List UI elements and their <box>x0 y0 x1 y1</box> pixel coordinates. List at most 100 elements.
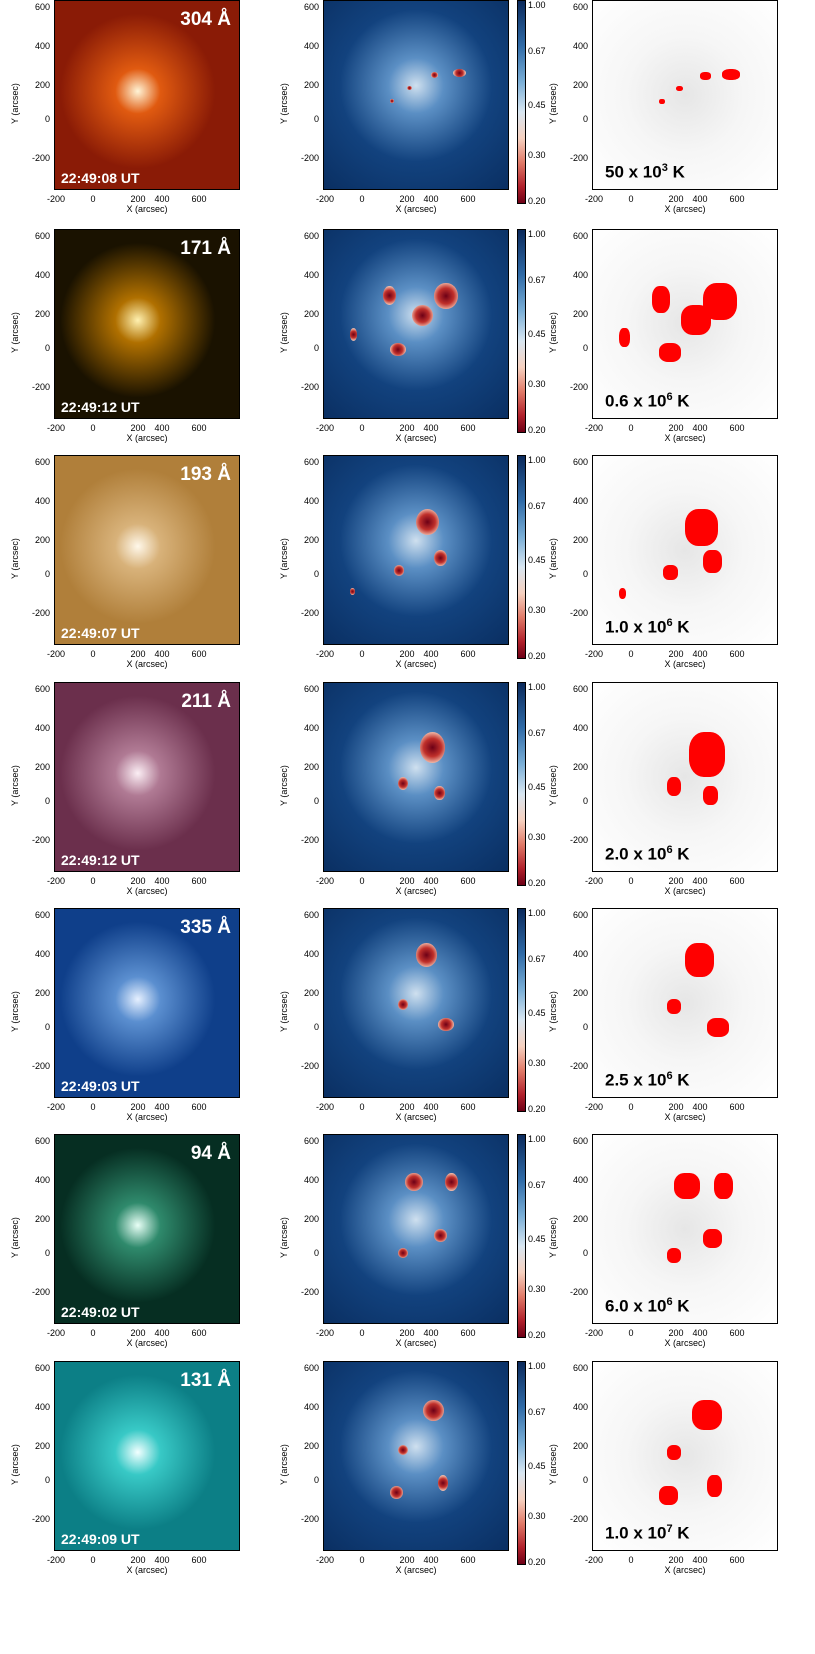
y-tick-label: -200 <box>569 835 588 845</box>
x-tick-label: 600 <box>460 1328 476 1338</box>
y-tick-label: -200 <box>569 1514 588 1524</box>
y-tick-label: 400 <box>303 270 319 280</box>
y-tick-label: 200 <box>572 80 588 90</box>
temperature-mask-panel: 6.0 x 106 K <box>592 1134 778 1324</box>
temperature-mask-region <box>714 1172 733 1199</box>
x-tick-label: 400 <box>154 194 170 204</box>
x-tick-label: 200 <box>399 194 415 204</box>
y-tick-label: 0 <box>582 114 588 124</box>
y-tick-label: -200 <box>569 608 588 618</box>
x-axis-label: X (arcsec) <box>126 886 168 896</box>
colorbar-tick-label: 1.00 <box>528 1134 546 1144</box>
y-tick-label: 0 <box>582 1248 588 1258</box>
temperature-mask-panel: 1.0 x 106 K <box>592 455 778 645</box>
y-tick-label: 200 <box>303 762 319 772</box>
y-tick-label: 400 <box>572 270 588 280</box>
y-tick-label: 0 <box>44 796 50 806</box>
y-tick-label: 0 <box>313 796 319 806</box>
x-tick-label: 400 <box>423 1555 439 1565</box>
x-tick-label: 200 <box>399 1102 415 1112</box>
timestamp-label: 22:49:12 UT <box>61 399 140 415</box>
colorbar-tick-label: 0.20 <box>528 196 546 206</box>
x-tick-label: -200 <box>584 1328 603 1338</box>
x-axis-label: X (arcsec) <box>395 204 437 214</box>
y-tick-label: 0 <box>582 1022 588 1032</box>
figure-row: 94 Å 22:49:02 UT 1.00 0.67 0.45 0.30 0.20 6.0 x… <box>0 1134 815 1370</box>
y-tick-label: -200 <box>31 1287 50 1297</box>
wavelength-label: 131 Å <box>180 1370 231 1391</box>
x-tick-label: 600 <box>191 194 207 204</box>
y-tick-label: 0 <box>44 1022 50 1032</box>
temperature-mask-region <box>673 1172 700 1199</box>
y-tick-label: 400 <box>303 496 319 506</box>
x-tick-label: 400 <box>154 649 170 659</box>
colorbar-tick-label: 0.20 <box>528 878 546 888</box>
y-axis-label: Y (arcsec) <box>548 312 558 353</box>
temperature-mask-region <box>703 282 737 321</box>
y-tick-label: 200 <box>572 535 588 545</box>
temperature-mask-region <box>703 550 722 573</box>
y-tick-label: 600 <box>572 1363 588 1373</box>
y-tick-label: 200 <box>303 988 319 998</box>
y-tick-label: 0 <box>582 1475 588 1485</box>
wavelength-label: 335 Å <box>180 917 231 938</box>
intensity-image-panel: 211 Å 22:49:12 UT <box>54 682 240 872</box>
temperature-mask-region <box>707 1018 730 1037</box>
temperature-mask-region <box>688 731 726 777</box>
y-tick-label: 400 <box>303 949 319 959</box>
y-tick-label: 400 <box>303 1402 319 1412</box>
x-tick-label: 400 <box>154 1555 170 1565</box>
y-tick-label: 0 <box>44 1248 50 1258</box>
x-tick-label: 200 <box>668 876 684 886</box>
x-tick-label: 400 <box>692 876 708 886</box>
x-tick-label: 200 <box>130 649 146 659</box>
colorbar-tick-label: 0.30 <box>528 1511 546 1521</box>
temperature-mask-panel: 2.0 x 106 K <box>592 682 778 872</box>
y-tick-label: -200 <box>300 1287 319 1297</box>
y-tick-label: -200 <box>300 608 319 618</box>
y-tick-label: 200 <box>572 988 588 998</box>
timestamp-label: 22:49:07 UT <box>61 625 140 641</box>
ratio-hotspot <box>434 1229 448 1243</box>
ratio-map-panel <box>323 455 509 645</box>
temperature-mask-region <box>666 777 682 796</box>
x-axis-label: X (arcsec) <box>395 433 437 443</box>
y-axis-label: Y (arcsec) <box>10 765 20 806</box>
y-axis-label: Y (arcsec) <box>548 83 558 124</box>
y-tick-label: 200 <box>34 762 50 772</box>
colorbar-tick-label: 0.30 <box>528 832 546 842</box>
x-tick-label: 200 <box>130 1102 146 1112</box>
x-tick-label: 400 <box>692 423 708 433</box>
ratio-hotspot <box>397 777 408 791</box>
temperature-mask-region <box>618 327 630 347</box>
x-tick-label: 400 <box>692 1328 708 1338</box>
x-tick-label: 200 <box>399 423 415 433</box>
figure-row: 131 Å 22:49:09 UT 1.00 0.67 0.45 0.30 0.20 1.0 … <box>0 1361 815 1597</box>
x-tick-label: 400 <box>154 876 170 886</box>
colorbar <box>517 0 526 204</box>
y-tick-label: -200 <box>300 835 319 845</box>
x-tick-label: 600 <box>729 1328 745 1338</box>
colorbar-tick-label: 0.67 <box>528 954 546 964</box>
y-tick-label: 200 <box>303 535 319 545</box>
ratio-hotspot <box>382 286 396 305</box>
y-tick-label: 400 <box>34 41 50 51</box>
y-tick-label: 200 <box>34 1441 50 1451</box>
colorbar-tick-label: 0.30 <box>528 1284 546 1294</box>
y-tick-label: -200 <box>300 1514 319 1524</box>
x-tick-label: 600 <box>460 194 476 204</box>
colorbar <box>517 908 526 1112</box>
wavelength-label: 193 Å <box>180 464 231 485</box>
x-tick-label: 0 <box>628 1102 634 1112</box>
x-axis-label: X (arcsec) <box>664 886 706 896</box>
y-tick-label: 400 <box>34 270 50 280</box>
y-axis-label: Y (arcsec) <box>548 1217 558 1258</box>
y-axis-label: Y (arcsec) <box>10 83 20 124</box>
y-tick-label: 600 <box>34 684 50 694</box>
y-axis-label: Y (arcsec) <box>279 312 289 353</box>
ratio-hotspot <box>452 68 466 77</box>
ratio-hotspot <box>430 72 439 78</box>
x-tick-label: 600 <box>460 1555 476 1565</box>
x-axis-label: X (arcsec) <box>126 433 168 443</box>
y-tick-label: 600 <box>303 2 319 12</box>
